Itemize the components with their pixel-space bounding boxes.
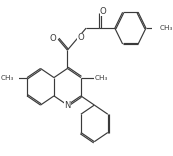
Text: CH₃: CH₃ — [0, 75, 13, 81]
Text: O: O — [50, 34, 57, 43]
Text: CH₃: CH₃ — [94, 75, 108, 81]
Text: O: O — [78, 33, 84, 42]
Text: O: O — [100, 7, 107, 16]
Text: CH₃: CH₃ — [160, 25, 173, 31]
Text: N: N — [64, 101, 71, 110]
